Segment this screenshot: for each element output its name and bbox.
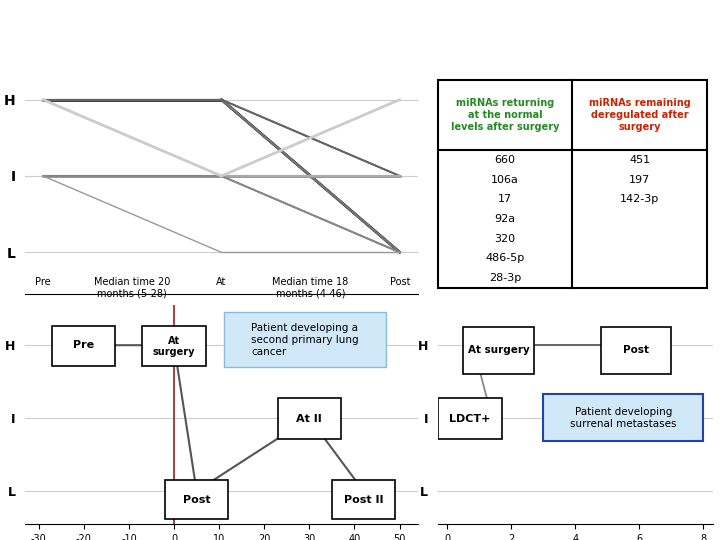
FancyBboxPatch shape bbox=[143, 326, 206, 366]
Text: 92a: 92a bbox=[495, 214, 516, 224]
Text: Modulation of the miRNA signatures in plasma samples collected pre-disease,: Modulation of the miRNA signatures in pl… bbox=[37, 19, 683, 34]
Text: 197: 197 bbox=[629, 175, 650, 185]
Text: Post: Post bbox=[390, 276, 410, 287]
Text: At II: At II bbox=[297, 414, 323, 424]
Text: Patient developing
surrenal metastases: Patient developing surrenal metastases bbox=[570, 407, 677, 429]
Text: Patient developing a
second primary lung
cancer: Patient developing a second primary lung… bbox=[251, 323, 359, 357]
Text: miRNAs returning
at the normal
levels after surgery: miRNAs returning at the normal levels af… bbox=[451, 98, 559, 132]
Text: 486-5p: 486-5p bbox=[485, 253, 525, 263]
FancyBboxPatch shape bbox=[464, 327, 534, 374]
Text: Pre: Pre bbox=[35, 276, 51, 287]
FancyBboxPatch shape bbox=[53, 326, 115, 366]
FancyBboxPatch shape bbox=[438, 399, 502, 438]
Text: At surgery: At surgery bbox=[468, 345, 529, 355]
FancyBboxPatch shape bbox=[332, 480, 395, 519]
FancyBboxPatch shape bbox=[544, 394, 703, 441]
Text: 660: 660 bbox=[495, 155, 516, 165]
Text: At
surgery: At surgery bbox=[153, 336, 195, 357]
Text: miRNAs remaining
deregulated after
surgery: miRNAs remaining deregulated after surge… bbox=[589, 98, 690, 132]
Text: at time of disease and after surgery (disease-free) from 20 pts: at time of disease and after surgery (di… bbox=[99, 48, 621, 62]
Text: 142-3p: 142-3p bbox=[620, 194, 660, 205]
Text: Post: Post bbox=[183, 495, 210, 505]
Text: LDCT+: LDCT+ bbox=[449, 414, 490, 424]
Text: Post: Post bbox=[623, 345, 649, 355]
Text: Median time 20
months (5-28): Median time 20 months (5-28) bbox=[94, 276, 171, 298]
FancyBboxPatch shape bbox=[165, 480, 228, 519]
FancyBboxPatch shape bbox=[278, 399, 341, 438]
Text: 320: 320 bbox=[495, 234, 516, 244]
Text: 17: 17 bbox=[498, 194, 512, 205]
Text: Median time 18
months (4-46): Median time 18 months (4-46) bbox=[272, 276, 348, 298]
FancyBboxPatch shape bbox=[601, 327, 671, 374]
Text: 106a: 106a bbox=[491, 175, 519, 185]
FancyBboxPatch shape bbox=[224, 312, 386, 367]
Text: 451: 451 bbox=[629, 155, 650, 165]
Text: 28-3p: 28-3p bbox=[489, 273, 521, 283]
Text: Post II: Post II bbox=[343, 495, 383, 505]
Text: Pre: Pre bbox=[73, 340, 94, 350]
Text: At: At bbox=[216, 276, 227, 287]
